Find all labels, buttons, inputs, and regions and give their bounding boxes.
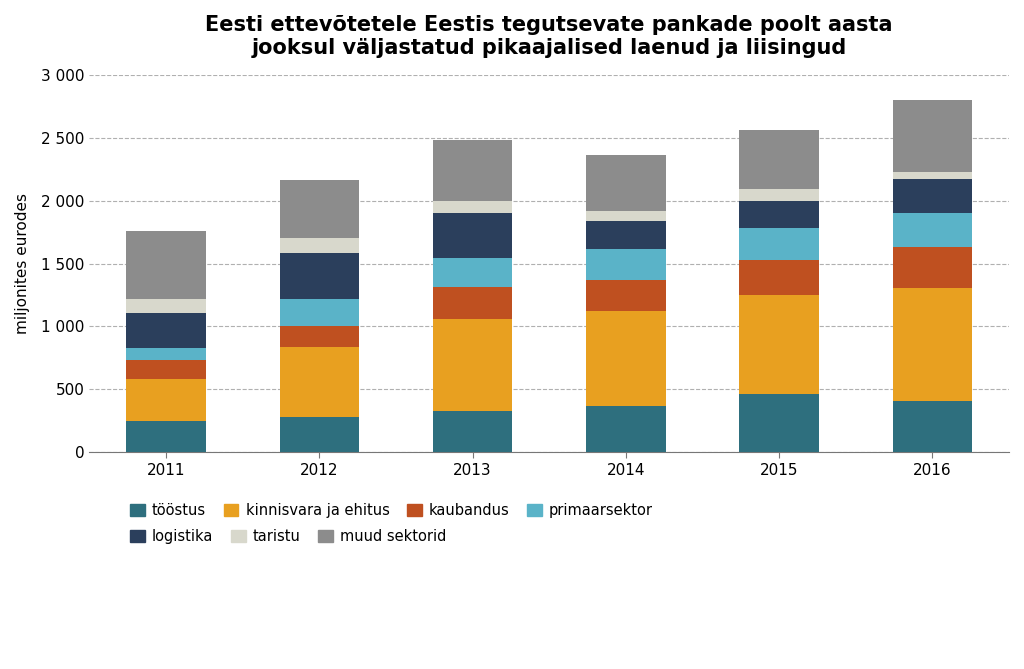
Bar [433,287,512,319]
Bar [433,140,512,201]
Legend: logistika, taristu, muud sektorid: logistika, taristu, muud sektorid [124,524,453,551]
Y-axis label: miljonites eurodes: miljonites eurodes [15,193,30,334]
Bar [280,417,359,452]
Bar [586,311,666,405]
Title: Eesti ettevõtetele Eestis tegutsevate pankade poolt aasta
jooksul väljastatud pi: Eesti ettevõtetele Eestis tegutsevate pa… [206,15,893,58]
Bar [126,349,206,360]
Bar [893,288,972,401]
Bar [739,260,819,295]
Bar [586,155,666,211]
Bar [126,421,206,452]
Bar [433,319,512,411]
Bar [280,180,359,238]
Bar [433,213,512,258]
Bar [893,173,972,179]
Bar [126,313,206,349]
Bar [586,280,666,311]
Bar [126,231,206,300]
Bar [893,247,972,288]
Bar [586,221,666,249]
Bar [433,258,512,287]
Bar [893,401,972,452]
Bar [893,100,972,173]
Bar [280,253,359,300]
Bar [280,347,359,417]
Bar [893,179,972,213]
Bar [739,201,819,228]
Bar [586,405,666,452]
Bar [586,211,666,221]
Bar [126,360,206,379]
Bar [739,394,819,452]
Bar [739,295,819,394]
Bar [893,213,972,247]
Bar [433,411,512,452]
Bar [280,300,359,326]
Bar [280,326,359,347]
Bar [126,379,206,421]
Bar [280,238,359,253]
Bar [586,249,666,280]
Bar [433,201,512,213]
Bar [739,228,819,260]
Bar [126,300,206,313]
Bar [739,130,819,189]
Bar [739,189,819,201]
